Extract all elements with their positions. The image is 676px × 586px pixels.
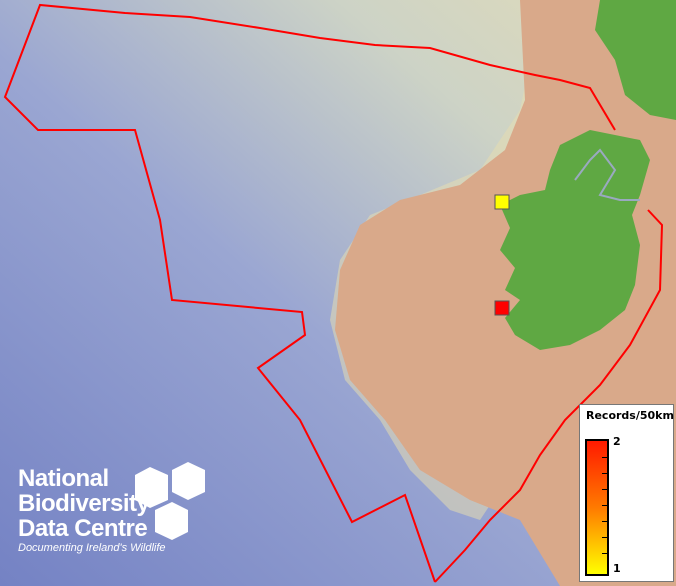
legend-max-label: 2 <box>613 435 621 448</box>
legend-tick <box>602 473 607 474</box>
butterfly-icon <box>172 462 205 500</box>
legend-tick <box>602 457 607 458</box>
legend: Records/50km 2 1 <box>579 404 674 582</box>
legend-title: Records/50km <box>586 409 674 422</box>
legend-color-ramp <box>585 439 609 576</box>
legend-tick <box>602 537 607 538</box>
legend-tick <box>602 521 607 522</box>
seahorse-icon <box>155 502 188 540</box>
boundary-line <box>3 3 616 583</box>
britain-landmass <box>595 0 676 120</box>
ireland-landmass <box>500 130 650 350</box>
logo-hexagon-icons <box>135 462 205 540</box>
northern-ireland-border <box>574 148 640 201</box>
legend-tick <box>602 553 607 554</box>
legend-min-label: 1 <box>613 562 621 575</box>
logo-line-3: Data Centre <box>18 515 148 542</box>
logo-line-2: Biodiversity <box>18 490 150 517</box>
legend-tick <box>602 489 607 490</box>
record-square-southwest[interactable] <box>494 300 510 316</box>
plant-icon <box>135 467 168 508</box>
boundary-line-east <box>434 209 664 583</box>
nbdc-logo: National Biodiversity Data Centre Docume… <box>18 466 166 554</box>
record-square-west[interactable] <box>494 194 510 210</box>
legend-tick <box>602 505 607 506</box>
logo-tagline: Documenting Ireland's Wildlife <box>18 542 166 554</box>
logo-line-1: National <box>18 465 109 492</box>
